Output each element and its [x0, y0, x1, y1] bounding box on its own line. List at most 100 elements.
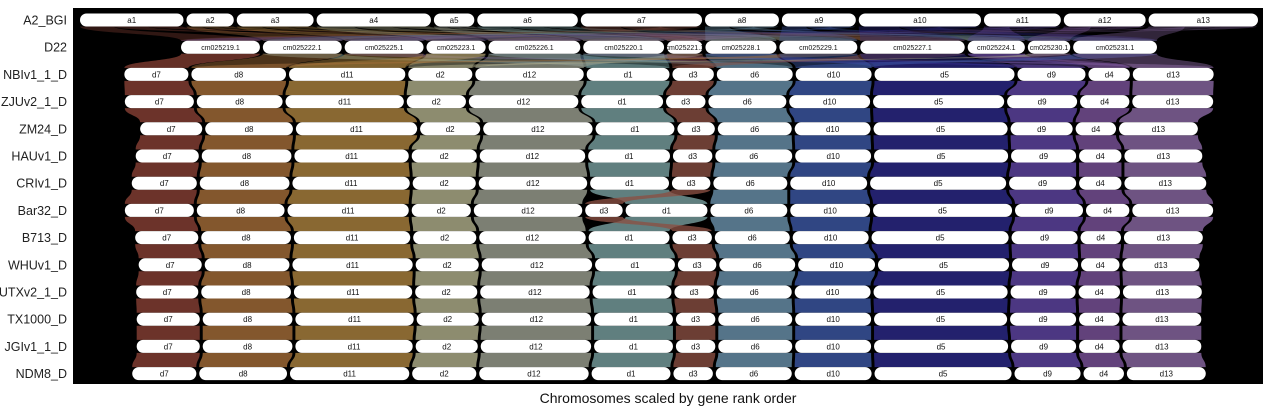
chromosome-bar — [858, 13, 981, 27]
chromosome-label: d3 — [690, 288, 699, 297]
genome-label: ZM24_D — [19, 122, 67, 136]
synteny-ribbon — [411, 216, 477, 232]
synteny-ribbon — [1080, 216, 1130, 232]
chromosome-bar — [1011, 339, 1077, 353]
chromosome-label: d4 — [1091, 125, 1100, 134]
chromosome-bar — [1122, 258, 1200, 272]
chromosome-label: d2 — [446, 125, 455, 134]
chromosome-bar — [708, 95, 787, 109]
chromosome-label: cm025227.1 — [893, 45, 932, 52]
chromosome-label: d9 — [1040, 234, 1049, 243]
chromosome-bar — [481, 258, 593, 272]
chromosome-bar — [1015, 203, 1084, 217]
synteny-ribbon — [201, 271, 291, 286]
chromosome-bar — [416, 312, 479, 326]
chromosome-bar — [675, 339, 716, 353]
synteny-ribbon — [1079, 189, 1130, 204]
chromosome-label: d2 — [440, 152, 449, 161]
chromosome-bar — [583, 40, 665, 54]
chromosome-bar — [294, 149, 409, 163]
chromosome-label: d1 — [629, 315, 638, 324]
chromosome-label: d8 — [243, 342, 252, 351]
chromosome-bar — [781, 13, 856, 27]
chromosome-label: d13 — [1160, 370, 1174, 379]
chromosome-bar — [136, 285, 199, 299]
synteny-ribbon — [262, 26, 665, 41]
chromosome-label: cm025229.1 — [799, 45, 838, 52]
chromosome-bar — [1010, 122, 1073, 136]
synteny-ribbon — [124, 189, 197, 204]
chromosome-bar — [295, 339, 413, 353]
chromosome-label: d10 — [826, 370, 840, 379]
chromosome-bar — [675, 312, 716, 326]
chromosome-label: d6 — [753, 261, 762, 270]
genome-label: WHUv1_D — [8, 258, 67, 272]
chromosome-label: d1 — [631, 125, 640, 134]
chromosome-label: d10 — [830, 261, 844, 270]
synteny-ribbon — [136, 298, 200, 313]
synteny-ribbon — [708, 80, 793, 96]
synteny-ribbon — [181, 26, 701, 41]
chromosome-label: d1 — [625, 179, 634, 188]
synteny-ribbon — [1007, 108, 1078, 123]
chromosome-bar — [1085, 203, 1130, 217]
synteny-ribbon — [715, 352, 793, 368]
chromosome-bar — [201, 285, 291, 299]
chromosome-bar — [792, 231, 869, 245]
genome-label: NDM8_D — [16, 367, 67, 381]
chromosome-bar — [870, 176, 1007, 190]
chromosome-bar — [795, 67, 872, 81]
chromosome-bar — [285, 95, 404, 109]
chromosome-label: cm025223.1 — [437, 45, 476, 52]
chromosome-label: d13 — [1156, 288, 1170, 297]
synteny-ribbon — [114, 26, 486, 41]
chromosome-bar — [594, 339, 673, 353]
synteny-ribbon — [873, 135, 1009, 150]
chromosome-bar — [874, 312, 1008, 326]
chromosome-label: d13 — [1159, 179, 1173, 188]
synteny-ribbon — [1011, 244, 1079, 259]
synteny-ribbon — [124, 53, 260, 68]
chromosome-bar — [716, 285, 792, 299]
chromosome-bar — [288, 67, 406, 81]
synteny-ribbon — [488, 26, 1061, 41]
chromosome-bar — [674, 285, 714, 299]
synteny-ribbon — [289, 352, 413, 368]
chromosome-bar — [1124, 149, 1203, 163]
chromosome-label: cm025230.1 — [1030, 45, 1069, 52]
chromosome-label: d12 — [531, 125, 545, 134]
genome-label: JGIv1_1_D — [4, 340, 67, 354]
synteny-ribbon — [413, 244, 479, 259]
synteny-ribbon — [779, 26, 858, 41]
chromosome-label: d10 — [822, 179, 836, 188]
synteny-ribbon — [714, 244, 796, 259]
synteny-ribbon — [673, 352, 716, 368]
chromosome-bar — [790, 176, 868, 190]
chromosome-bar — [124, 95, 194, 109]
chromosome-bar — [479, 149, 586, 163]
chromosome-bar — [295, 122, 418, 136]
chromosome-label: d6 — [750, 288, 759, 297]
genome-label: Bar32_D — [18, 204, 67, 218]
synteny-ribbon — [789, 108, 871, 123]
synteny-ribbon — [199, 162, 292, 177]
synteny-ribbon — [675, 325, 716, 340]
chromosome-bar — [413, 231, 477, 245]
chromosome-bar — [1123, 231, 1203, 245]
synteny-ribbon — [201, 244, 291, 259]
chromosome-bar — [625, 203, 708, 217]
chromosome-bar — [1073, 40, 1157, 54]
synteny-ribbon — [479, 244, 593, 259]
synteny-ribbon — [1010, 135, 1077, 150]
chromosome-label: d7 — [152, 70, 161, 79]
synteny-ribbon — [295, 325, 414, 340]
chromosome-bar — [196, 203, 285, 217]
chromosome-bar — [1063, 13, 1146, 27]
chromosome-bar — [588, 149, 670, 163]
genome-label: TX1000_D — [7, 313, 67, 327]
chromosome-label: d11 — [346, 234, 359, 243]
synteny-ribbon — [196, 216, 291, 232]
chromosome-bar — [408, 67, 473, 81]
chromosome-label: d4 — [1103, 206, 1112, 215]
